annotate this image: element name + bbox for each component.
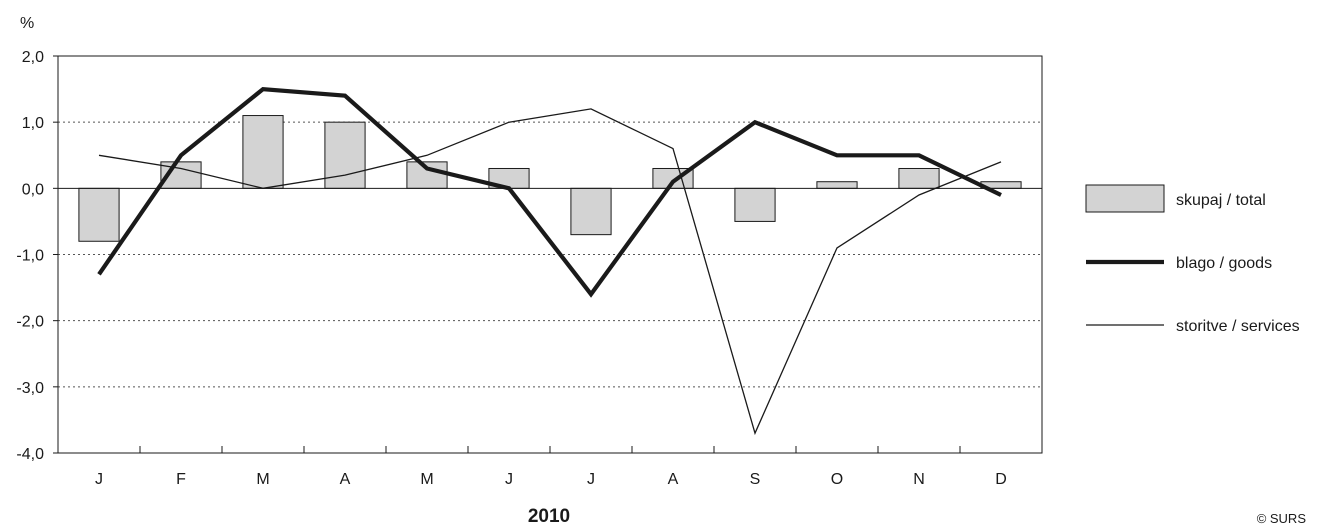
x-tick-label-7: A [668, 471, 679, 488]
y-tick-label-1: 1,0 [22, 115, 44, 132]
y-tick-label-0: 2,0 [22, 49, 44, 66]
y-axis-ticks: 2,0 1,0 0,0 -1,0 -2,0 -3,0 -4,0 [16, 49, 58, 463]
bar-total-6 [570, 187, 612, 236]
bar-total-10 [898, 167, 940, 189]
bar-total-0 [78, 187, 120, 242]
y-tick-label-6: -4,0 [16, 446, 44, 463]
copyright-text: © SURS [1257, 511, 1307, 526]
series-lines [97, 86, 1002, 436]
legend-label-total: skupaj / total [1176, 192, 1266, 209]
bar-total-8 [734, 187, 776, 222]
x-tick-label-3: A [340, 471, 351, 488]
y-tick-label-5: -3,0 [16, 380, 44, 397]
legend: skupaj / total blago / goods storitve / se… [1085, 184, 1300, 335]
x-tick-label-11: D [995, 471, 1007, 488]
bar-total-9 [816, 181, 858, 189]
legend-label-goods: blago / goods [1176, 255, 1272, 272]
legend-label-services: storitve / services [1176, 318, 1300, 335]
x-tick-label-1: F [176, 471, 186, 488]
bar-total-2 [242, 115, 284, 189]
x-tick-label-4: M [420, 471, 433, 488]
x-tick-label-6: J [587, 471, 595, 488]
bar-total-3 [324, 121, 366, 189]
y-tick-label-3: -1,0 [16, 248, 44, 265]
x-tick-label-5: J [505, 471, 513, 488]
y-tick-label-2: 0,0 [22, 181, 44, 198]
line-services [98, 108, 1002, 436]
x-tick-label-10: N [913, 471, 925, 488]
x-tick-label-2: M [256, 471, 269, 488]
line-goods [97, 86, 1002, 298]
y-axis-label: % [20, 15, 34, 32]
bars-total [78, 115, 1022, 242]
x-tick-label-9: O [831, 471, 843, 488]
legend-swatch-total [1085, 184, 1165, 213]
y-tick-label-4: -2,0 [16, 314, 44, 331]
x-tick-label-8: S [750, 471, 761, 488]
x-tick-label-0: J [95, 471, 103, 488]
x-axis-label: 2010 [528, 506, 570, 527]
grid-lines [58, 121, 1042, 388]
